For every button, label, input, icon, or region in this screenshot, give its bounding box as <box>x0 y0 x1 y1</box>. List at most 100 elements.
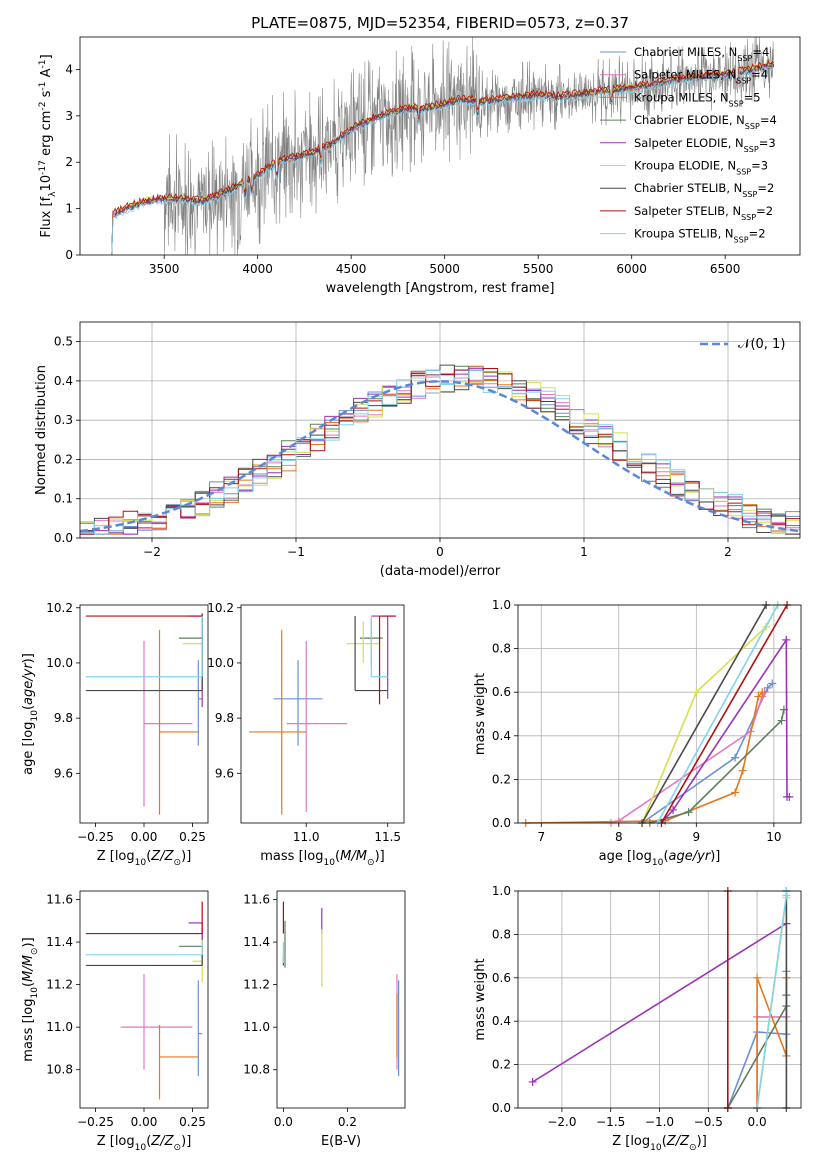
y-tick-label: 0.1 <box>54 492 73 506</box>
y-tick-label: 10.2 <box>46 601 73 615</box>
cumulative-marker-chabrier_miles <box>763 683 772 692</box>
axes-frame <box>79 321 801 539</box>
legend-label-gauss: 𝒩(0, 1) <box>738 337 785 352</box>
x-tick-label: 6500 <box>710 262 741 276</box>
axes-frame <box>79 890 209 1109</box>
axes-frame <box>276 890 406 1109</box>
axes-frame <box>517 604 802 824</box>
y-tick-label: 9.8 <box>215 711 234 725</box>
cumulative-line-chabrier_miles <box>641 682 773 824</box>
cumulative-marker-chabrier_elodie <box>684 808 693 817</box>
y-axis-label: age [log10(age/yr)] <box>21 653 40 775</box>
cumulative-marker-chabrier_elodie <box>777 716 786 725</box>
plot-area-z_age <box>85 613 203 815</box>
x-tick-label: 11.0 <box>293 830 320 844</box>
x-tick-label: 0.00 <box>131 1115 158 1129</box>
x-axis-label: (data-model)/error <box>380 564 501 579</box>
y-tick-label: 0.8 <box>492 927 511 941</box>
x-tick-label: 0.00 <box>131 830 158 844</box>
cumulative-line-kroupa_stelib <box>656 604 779 824</box>
plot-area-z_mass <box>85 901 203 1100</box>
x-axis-label: mass [log10(M/M⊙)] <box>260 849 384 868</box>
x-tick-label: 9 <box>693 830 701 844</box>
histogram-kroupa_elodie <box>80 371 800 533</box>
plot-area-cum_z <box>528 887 791 1112</box>
x-tick-label: 0 <box>436 545 444 559</box>
y-tick-label: 11.2 <box>243 978 270 992</box>
y-tick-label: 0.5 <box>54 335 73 349</box>
legend-label-chabrier_stelib: Chabrier STELIB, NSSP=2 <box>634 181 774 199</box>
axes-cum_age: 7 8 9 10 0.0 0.2 0.4 0.6 0.8 1.0 age [log10(age/yr… <box>473 598 802 868</box>
x-tick-label: 10 <box>766 830 781 844</box>
data-spectrum-line <box>163 36 774 256</box>
x-tick-label: 0.0 <box>748 1115 767 1129</box>
y-tick-label: 11.6 <box>46 893 73 907</box>
y-tick-label: 9.6 <box>215 766 234 780</box>
y-tick-label: 1.0 <box>492 884 511 898</box>
x-tick-label: 0.25 <box>179 830 206 844</box>
cumulative-line-salpeter_elodie <box>532 922 787 1083</box>
axes-frame <box>79 604 209 824</box>
x-axis-label: Z [log10(Z/Z⊙)] <box>97 849 192 868</box>
legend-label-chabrier_elodie: Chabrier ELODIE, NSSP=4 <box>634 113 777 131</box>
y-tick-label: 0.2 <box>54 452 73 466</box>
axes-frame <box>240 604 405 824</box>
x-tick-label: 4000 <box>242 262 273 276</box>
legend-label-salpeter_miles: Salpeter MILES, NSSP=4 <box>634 68 768 86</box>
y-tick-label: 0.4 <box>54 374 73 388</box>
cumulative-marker-kroupa_miles <box>754 692 763 701</box>
x-tick-label: −0.5 <box>694 1115 723 1129</box>
cumulative-marker-chabrier_miles <box>731 753 740 762</box>
cumulative-marker-salpeter_elodie <box>528 1077 537 1086</box>
y-tick-label: 0.0 <box>492 816 511 830</box>
y-tick-label: 2 <box>65 155 73 169</box>
plot-area-cum_age <box>521 601 794 827</box>
axes-residuals: −2 −1 0 1 2 0.0 0.1 0.2 0.3 0.4 0.5 (data-model)/er… <box>34 321 801 579</box>
y-tick-label: 0.8 <box>492 642 511 656</box>
y-tick-label: 10.8 <box>243 1063 270 1077</box>
model-spectrum-kroupa_stelib <box>111 66 775 256</box>
legend-label-kroupa_elodie: Kroupa ELODIE, NSSP=3 <box>634 159 768 177</box>
y-tick-label: 0.0 <box>492 1101 511 1115</box>
y-tick-label: 10.0 <box>207 656 234 670</box>
y-axis-label: Normed distribution <box>34 365 49 495</box>
histogram-kroupa_stelib <box>80 370 800 535</box>
y-tick-label: 1 <box>65 202 73 216</box>
y-tick-label: 0.3 <box>54 413 73 427</box>
x-tick-label: 0.25 <box>179 1115 206 1129</box>
y-tick-label: 9.6 <box>54 766 73 780</box>
y-tick-label: 0 <box>65 248 73 262</box>
cumulative-marker-kroupa_miles <box>758 688 767 697</box>
x-tick-label: 8 <box>615 830 623 844</box>
y-tick-label: 3 <box>65 109 73 123</box>
axes-frame <box>517 890 802 1109</box>
x-tick-label: 5500 <box>523 262 554 276</box>
legend-label-chabrier_miles: Chabrier MILES, NSSP=4 <box>634 45 769 63</box>
axes-mass_age: 11.0 11.5 9.6 9.8 10.0 10.2 mass [log10(M/M⊙)] <box>207 601 405 868</box>
plot-area-residuals <box>79 364 801 535</box>
x-tick-label: −0.25 <box>77 830 114 844</box>
y-tick-label: 9.8 <box>54 711 73 725</box>
y-tick-label: 11.0 <box>46 1020 73 1034</box>
x-tick-label: 1 <box>580 545 588 559</box>
y-tick-label: 10.2 <box>207 601 234 615</box>
y-tick-label: 10.8 <box>46 1063 73 1077</box>
x-axis-label: age [log10(age/yr)] <box>599 849 721 868</box>
y-tick-label: 10.0 <box>46 656 73 670</box>
x-tick-label: 5000 <box>429 262 460 276</box>
plot-area-spectrum <box>111 36 775 256</box>
figure-title: PLATE=0875, MJD=52354, FIBERID=0573, z=0… <box>251 14 629 32</box>
y-axis-label: mass weight <box>473 958 488 1040</box>
x-axis-label: Z [log10(Z/Z⊙)] <box>612 1134 707 1153</box>
x-tick-label: 4500 <box>336 262 367 276</box>
cumulative-line-kroupa_stelib <box>756 891 788 1109</box>
y-tick-label: 0.2 <box>492 772 511 786</box>
x-tick-label: −1 <box>287 545 305 559</box>
legend-label-salpeter_stelib: Salpeter STELIB, NSSP=2 <box>634 204 773 222</box>
x-tick-label: 11.5 <box>374 830 401 844</box>
y-tick-label: 0.6 <box>492 971 511 985</box>
cumulative-line-salpeter_stelib <box>660 604 788 824</box>
x-axis-label: E(B-V) <box>321 1134 361 1149</box>
cumulative-marker-kroupa_miles <box>731 788 740 797</box>
